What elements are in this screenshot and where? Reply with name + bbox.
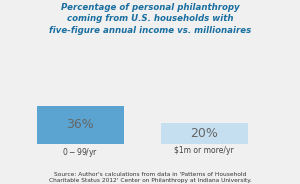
Text: 36%: 36% <box>66 118 94 132</box>
Text: Source: Author's calculations from data in 'Patterns of Household
Charitable Sta: Source: Author's calculations from data … <box>49 172 251 183</box>
Bar <box>161 123 248 144</box>
Text: Percentage of personal philanthropy
coming from U.S. households with
five-figure: Percentage of personal philanthropy comi… <box>49 3 251 35</box>
Bar <box>37 106 124 144</box>
Text: 20%: 20% <box>190 127 218 140</box>
